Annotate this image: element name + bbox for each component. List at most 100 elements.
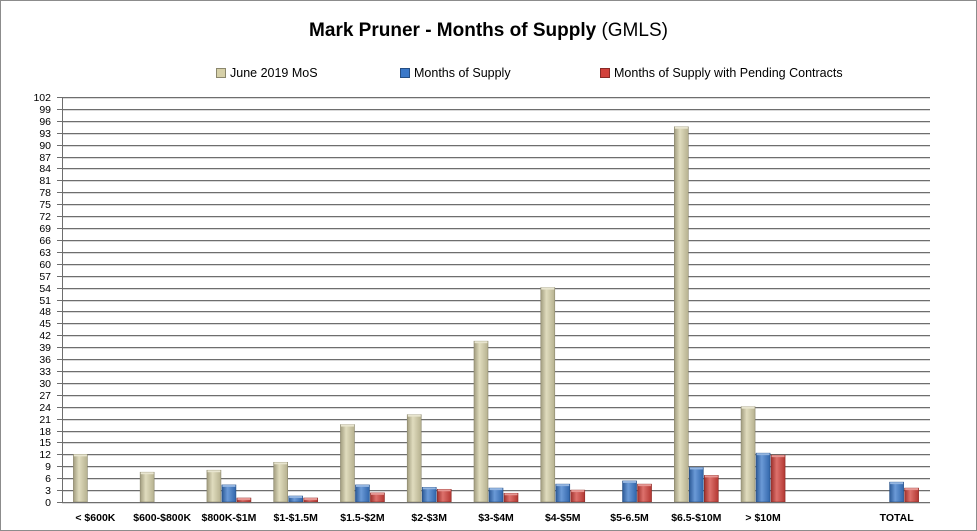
bar-top — [638, 484, 652, 487]
y-tick-label: 102 — [33, 92, 51, 104]
y-tick-label: 21 — [39, 414, 51, 426]
bar-top — [340, 424, 354, 427]
bar-top — [355, 484, 369, 487]
y-tick-label: 60 — [39, 259, 51, 271]
bar-top — [207, 470, 221, 473]
bar-top — [274, 462, 288, 465]
x-tick-label: $1-$1.5M — [274, 512, 319, 524]
bar — [406, 414, 422, 503]
x-tick-label: $3-$4M — [478, 512, 514, 524]
plot-area — [62, 97, 930, 502]
y-tick-label: 69 — [39, 223, 51, 235]
bar-top — [237, 498, 251, 501]
bar-top — [741, 406, 755, 409]
legend-item-june-2019-mos: June 2019 MoS — [216, 66, 318, 80]
bar-top — [689, 467, 703, 470]
bar — [421, 487, 437, 503]
y-tick-label: 81 — [39, 175, 51, 187]
y-tick-label: 33 — [39, 366, 51, 378]
legend-label: Months of Supply with Pending Contracts — [614, 66, 843, 80]
bar-top — [489, 488, 503, 491]
x-tick-label: $600-$800K — [133, 512, 191, 524]
chart-title: Mark Pruner - Months of Supply (GMLS) — [0, 20, 977, 42]
bar-top — [407, 414, 421, 417]
bar-top — [370, 492, 384, 495]
x-tick-label: $4-$5M — [545, 512, 581, 524]
bar-top — [504, 493, 518, 496]
bar — [273, 461, 288, 503]
y-tick-label: 3 — [45, 485, 51, 497]
bar — [355, 484, 370, 503]
bar — [704, 475, 719, 503]
y-tick-label: 0 — [45, 497, 51, 509]
bar — [755, 452, 771, 503]
y-tick-label: 63 — [39, 247, 51, 259]
bar-top — [890, 482, 904, 485]
chart-legend: June 2019 MoS Months of Supply Months of… — [0, 66, 977, 84]
x-tick-label: < $600K — [75, 512, 115, 524]
x-tick-label: $2-$3M — [411, 512, 447, 524]
bar — [73, 454, 88, 503]
bar — [674, 126, 689, 503]
bar-top — [289, 496, 303, 499]
bars — [73, 126, 919, 503]
y-tick-label: 87 — [39, 152, 51, 164]
y-tick-label: 30 — [39, 378, 51, 390]
bar-top — [674, 126, 688, 129]
y-tick-label: 99 — [39, 104, 51, 116]
y-axis-ticks: 0369121518212427303336394245485154576063… — [33, 92, 62, 509]
bar — [221, 484, 237, 503]
y-tick-label: 75 — [39, 199, 51, 211]
bar — [206, 469, 222, 503]
bar-top — [556, 484, 570, 487]
bar-top — [222, 484, 236, 487]
x-tick-label: $800K-$1M — [201, 512, 256, 524]
bar-top — [704, 475, 718, 478]
legend-swatch — [216, 68, 226, 78]
bar — [622, 480, 637, 503]
bar — [473, 340, 489, 503]
bar-top — [437, 489, 451, 492]
legend-item-months-of-supply: Months of Supply — [400, 66, 511, 80]
bar — [740, 406, 756, 503]
y-tick-label: 72 — [39, 211, 51, 223]
x-tick-label: $6.5-$10M — [671, 512, 721, 524]
y-tick-label: 93 — [39, 128, 51, 140]
y-tick-label: 12 — [39, 449, 51, 461]
y-tick-label: 48 — [39, 306, 51, 318]
y-tick-label: 54 — [39, 283, 51, 295]
y-tick-label: 18 — [39, 426, 51, 438]
y-tick-label: 39 — [39, 342, 51, 354]
y-tick-label: 57 — [39, 271, 51, 283]
legend-item-months-of-supply-pending: Months of Supply with Pending Contracts — [600, 66, 843, 80]
bar-top — [771, 455, 785, 458]
y-tick-label: 15 — [39, 437, 51, 449]
y-tick-label: 9 — [45, 461, 51, 473]
y-tick-label: 27 — [39, 390, 51, 402]
x-tick-label: $1.5-$2M — [340, 512, 385, 524]
y-tick-label: 42 — [39, 330, 51, 342]
legend-swatch — [600, 68, 610, 78]
bar — [555, 483, 571, 503]
y-tick-label: 96 — [39, 116, 51, 128]
gridlines — [62, 97, 930, 504]
y-tick-label: 51 — [39, 295, 51, 307]
bar-top — [140, 472, 154, 475]
bar-top — [756, 453, 770, 456]
bar-top — [304, 498, 318, 501]
bar-top — [422, 487, 436, 490]
bar — [904, 487, 919, 503]
bar — [889, 481, 904, 503]
y-tick-label: 6 — [45, 473, 51, 485]
y-tick-label: 45 — [39, 318, 51, 330]
bar-top — [541, 287, 555, 290]
y-tick-label: 24 — [39, 402, 51, 414]
bar-top — [623, 480, 637, 483]
x-tick-label: $5-6.5M — [610, 512, 649, 524]
bar — [488, 487, 504, 503]
legend-label: June 2019 MoS — [230, 66, 318, 80]
bar — [139, 471, 155, 503]
bar — [689, 467, 704, 503]
y-tick-label: 36 — [39, 354, 51, 366]
